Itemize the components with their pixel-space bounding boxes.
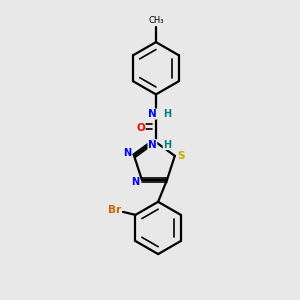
Text: N: N xyxy=(123,148,131,158)
Text: H: H xyxy=(163,140,171,150)
Text: O: O xyxy=(136,123,145,133)
Text: Br: Br xyxy=(107,206,121,215)
Text: S: S xyxy=(178,151,185,161)
Text: N: N xyxy=(148,109,157,119)
Text: CH₃: CH₃ xyxy=(148,16,164,25)
Text: H: H xyxy=(163,109,171,119)
Text: N: N xyxy=(131,177,139,187)
Text: N: N xyxy=(148,140,157,150)
